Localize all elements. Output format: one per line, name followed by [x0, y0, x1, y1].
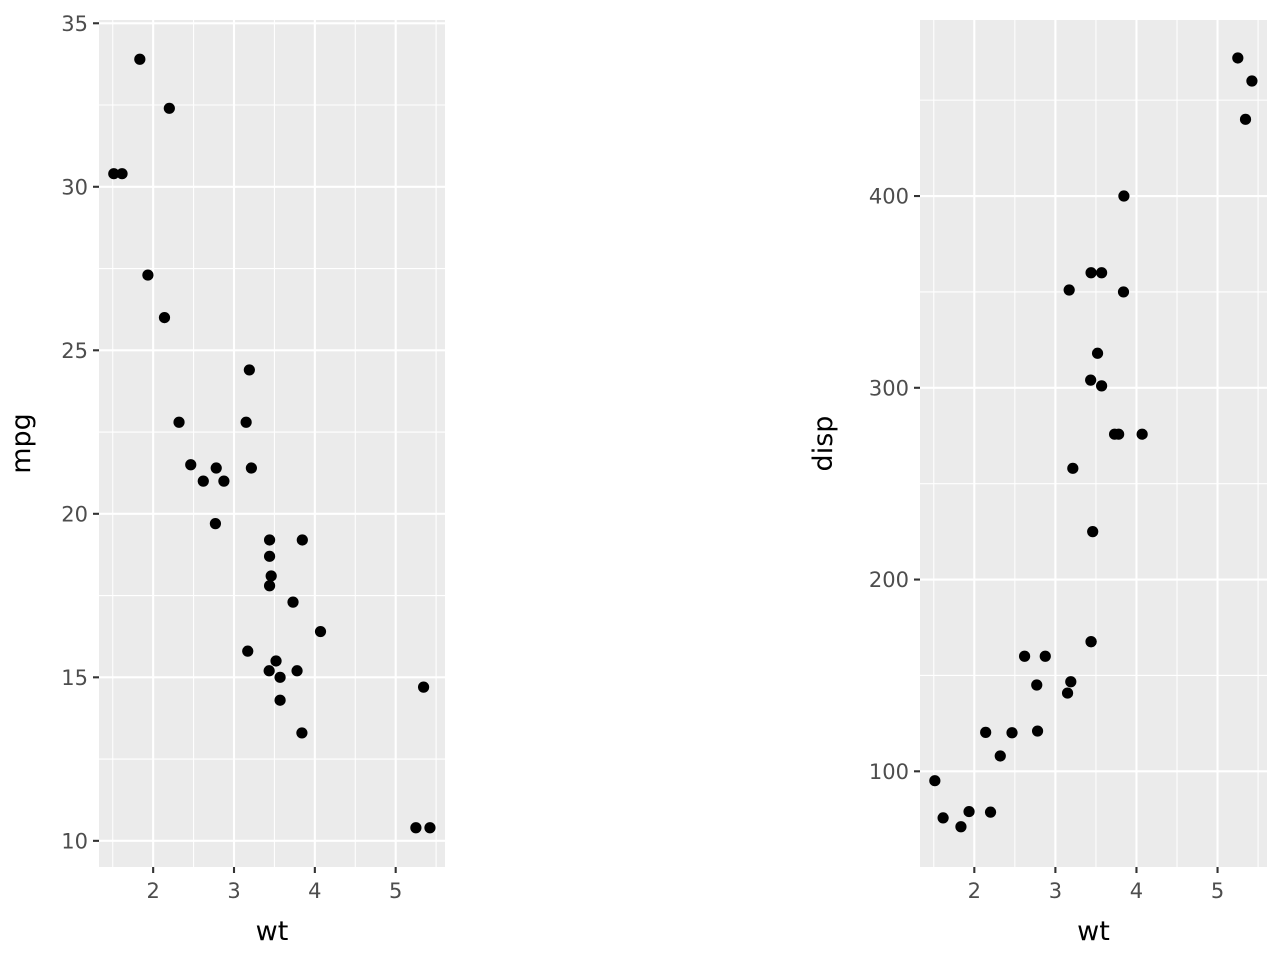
data-point — [142, 269, 154, 281]
x-axis-title: wt — [1077, 916, 1110, 947]
data-point — [108, 168, 120, 180]
data-point — [274, 694, 286, 706]
data-point — [243, 364, 255, 376]
data-point — [116, 168, 128, 180]
data-point — [1087, 526, 1099, 538]
y-tick-label: 20 — [61, 502, 88, 526]
data-point — [955, 821, 967, 833]
data-point — [1096, 267, 1108, 279]
data-point — [263, 550, 276, 562]
data-point — [134, 53, 146, 65]
y-tick-label: 300 — [869, 376, 909, 400]
data-point — [1085, 374, 1097, 386]
x-axis-title: wt — [256, 916, 289, 947]
data-point — [1118, 190, 1130, 202]
data-point — [1085, 636, 1097, 648]
data-point — [185, 459, 197, 471]
y-tick-label: 400 — [869, 185, 909, 209]
x-tick-label: 2 — [968, 879, 981, 903]
x-tick-label: 2 — [146, 879, 159, 903]
data-point — [1031, 725, 1044, 737]
data-point — [1117, 286, 1130, 298]
data-point — [163, 102, 175, 114]
data-point — [1091, 347, 1104, 359]
data-point — [218, 475, 230, 487]
data-point — [1061, 687, 1074, 699]
data-point — [197, 475, 209, 487]
x-tick-label: 4 — [308, 879, 321, 903]
data-point — [937, 812, 949, 824]
x-tick-label: 3 — [1049, 879, 1062, 903]
data-point — [274, 671, 286, 683]
data-point — [1063, 284, 1075, 296]
y-tick-label: 25 — [61, 339, 88, 363]
data-point — [980, 726, 992, 738]
data-point — [424, 822, 436, 834]
data-point — [173, 416, 185, 428]
data-point — [1096, 380, 1108, 392]
x-tick-label: 4 — [1130, 879, 1143, 903]
data-point — [984, 806, 997, 818]
x-tick-label: 5 — [389, 879, 402, 903]
data-point — [314, 625, 327, 638]
data-point — [263, 580, 276, 592]
x-tick-label: 3 — [227, 879, 240, 903]
disp-plot-panel — [920, 20, 1267, 867]
data-point — [417, 681, 430, 693]
y-tick-label: 35 — [61, 12, 88, 36]
data-point — [265, 570, 277, 582]
data-point — [1031, 679, 1043, 691]
data-point — [245, 462, 257, 474]
data-point — [263, 665, 275, 677]
data-point — [296, 534, 308, 546]
data-point — [1006, 727, 1018, 739]
y-tick-label: 10 — [61, 829, 88, 853]
data-point — [242, 645, 254, 657]
y-tick-label: 100 — [869, 760, 909, 784]
data-point — [410, 822, 422, 834]
y-tick-label: 200 — [869, 568, 909, 592]
data-point — [994, 750, 1006, 762]
data-point — [158, 311, 171, 324]
data-point — [1113, 428, 1125, 440]
data-point — [296, 727, 308, 739]
y-axis-title: disp — [808, 416, 839, 472]
data-point — [210, 462, 222, 474]
disp-vs-wt-plot: 2 3 4 5 100 200 300 400 wt disp — [808, 20, 1267, 947]
data-point — [929, 775, 941, 787]
data-point — [270, 655, 282, 667]
data-point — [209, 518, 222, 530]
data-point — [1232, 52, 1244, 64]
mpg-vs-wt-plot: 2 3 4 5 10 15 20 25 30 35 wt mpg — [6, 12, 445, 947]
y-tick-label: 30 — [61, 175, 88, 199]
data-point — [1246, 75, 1258, 87]
data-point — [1018, 650, 1031, 662]
data-point — [1039, 650, 1051, 662]
data-point — [963, 805, 975, 818]
data-point — [1239, 113, 1252, 125]
data-point — [1067, 462, 1079, 474]
data-point — [240, 416, 252, 428]
x-tick-label: 5 — [1211, 879, 1224, 903]
data-point — [1065, 676, 1077, 688]
mpg-plot-panel — [99, 20, 445, 867]
y-axis-title: mpg — [6, 413, 37, 474]
data-point — [287, 596, 299, 608]
data-point — [1085, 267, 1097, 279]
data-point — [263, 534, 276, 546]
y-tick-label: 15 — [61, 666, 88, 690]
data-point — [291, 665, 303, 677]
data-point — [1136, 428, 1148, 440]
